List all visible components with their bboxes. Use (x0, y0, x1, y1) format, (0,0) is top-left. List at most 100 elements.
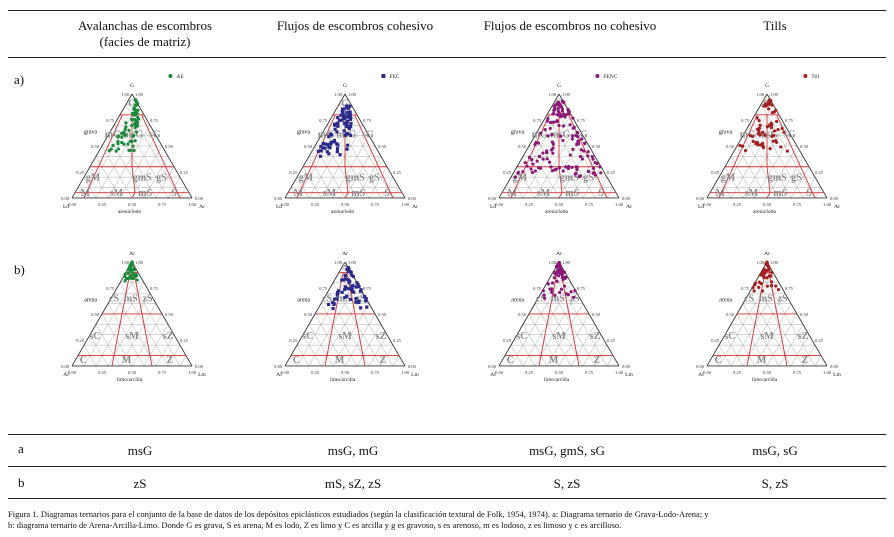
data-point (576, 135, 580, 139)
data-point (566, 112, 570, 116)
data-point (130, 111, 135, 115)
data-point (328, 132, 332, 136)
data-point (107, 149, 111, 153)
summary-row-label-b: b (18, 475, 25, 490)
grid-line (107, 125, 151, 199)
data-point (345, 119, 349, 123)
data-point (336, 289, 341, 293)
data-point (568, 153, 572, 157)
header-bottom-rule (8, 57, 886, 58)
tick-label: 0.00 (696, 196, 705, 201)
tick-label: 0.00 (495, 202, 504, 207)
data-point (580, 157, 585, 161)
data-point (120, 135, 124, 139)
data-point (591, 166, 596, 170)
class-boundary (165, 166, 181, 199)
data-point (561, 138, 565, 143)
bottom-axis-label: arena/lodo (753, 209, 776, 215)
tick-label: 0.50 (555, 370, 564, 375)
data-point (333, 127, 337, 131)
data-point (122, 142, 126, 146)
grid-line (125, 272, 181, 367)
class-boundary (538, 272, 558, 367)
data-point (566, 293, 570, 297)
data-point (558, 103, 562, 107)
tick-label: 0.50 (304, 312, 313, 317)
class-boundary (344, 166, 349, 193)
tick-label: 0.50 (165, 144, 174, 149)
data-point (575, 167, 579, 172)
tick-label: 0.75 (371, 370, 380, 375)
tick-label: 1.00 (756, 260, 765, 265)
summary-cell: msG, mG (327, 443, 379, 458)
tick-label: 0.00 (61, 196, 70, 201)
data-point (770, 122, 774, 126)
data-point (336, 121, 340, 126)
data-point (546, 282, 550, 286)
data-point (130, 263, 134, 267)
data-point (344, 104, 349, 108)
data-point (564, 165, 568, 169)
tick-label: 0.75 (106, 286, 115, 291)
apex-label-top: Ar (556, 251, 562, 257)
data-point (556, 106, 560, 110)
apex-label-right: Lm (411, 372, 419, 378)
data-point (543, 127, 547, 132)
data-point (539, 131, 543, 135)
data-point (536, 166, 541, 170)
data-point (772, 133, 776, 137)
data-point (346, 143, 350, 147)
field-label-mS: mS (337, 293, 351, 304)
data-point (127, 148, 131, 152)
side-axis-label: arena (297, 297, 310, 303)
grid-line (77, 355, 85, 367)
grid-line (101, 145, 133, 199)
data-point (546, 134, 550, 138)
field-label-zS: zS (356, 293, 366, 304)
triangle-edge (284, 93, 346, 199)
apex-label-top: G (130, 83, 134, 89)
data-point (741, 144, 745, 148)
tick-label: 0.75 (533, 118, 542, 123)
field-label-gS: gS (156, 172, 167, 183)
apex-label-right: Ar (626, 204, 632, 210)
field-label-mG: mG (532, 130, 548, 141)
tick-label: 1.00 (348, 260, 357, 265)
grid-line (748, 293, 792, 367)
data-point (335, 293, 339, 297)
grid-line (113, 293, 157, 367)
data-point (541, 289, 545, 293)
data-point (325, 150, 329, 154)
ternary-diagram-a: GmsGmG sG gM gmS gS MsM mS S 1.00 0.75 0.50 0.25 0.0… (696, 74, 840, 215)
tick-label: 1.00 (334, 260, 343, 265)
data-point (134, 112, 139, 116)
data-point (513, 175, 517, 179)
apex-label-top: G (557, 83, 561, 89)
tick-label: 0.25 (607, 338, 616, 343)
grid-line (582, 334, 602, 367)
data-point (359, 288, 363, 292)
grid-line (167, 177, 181, 199)
class-boundary (560, 272, 580, 367)
data-point (757, 126, 761, 130)
data-point (327, 135, 331, 139)
grid-line (724, 334, 744, 367)
tick-label: 0.25 (98, 370, 107, 375)
data-point (566, 166, 571, 171)
field-label-sM: sM (323, 188, 337, 199)
class-boundary (354, 114, 380, 167)
field-label-cS: cS (536, 293, 546, 304)
field-label-M: M (757, 355, 767, 366)
apex-label-top: Ar (129, 251, 135, 257)
tick-label: 0.75 (319, 118, 328, 123)
tick-label: 0.50 (592, 312, 601, 317)
data-point (599, 171, 603, 175)
tick-label: 1.00 (756, 92, 765, 97)
data-point (767, 98, 772, 102)
data-point (566, 109, 571, 113)
apex-label-right: Ar (199, 204, 205, 210)
data-point (598, 165, 602, 169)
field-label-M: M (80, 188, 90, 199)
data-point (329, 140, 333, 144)
